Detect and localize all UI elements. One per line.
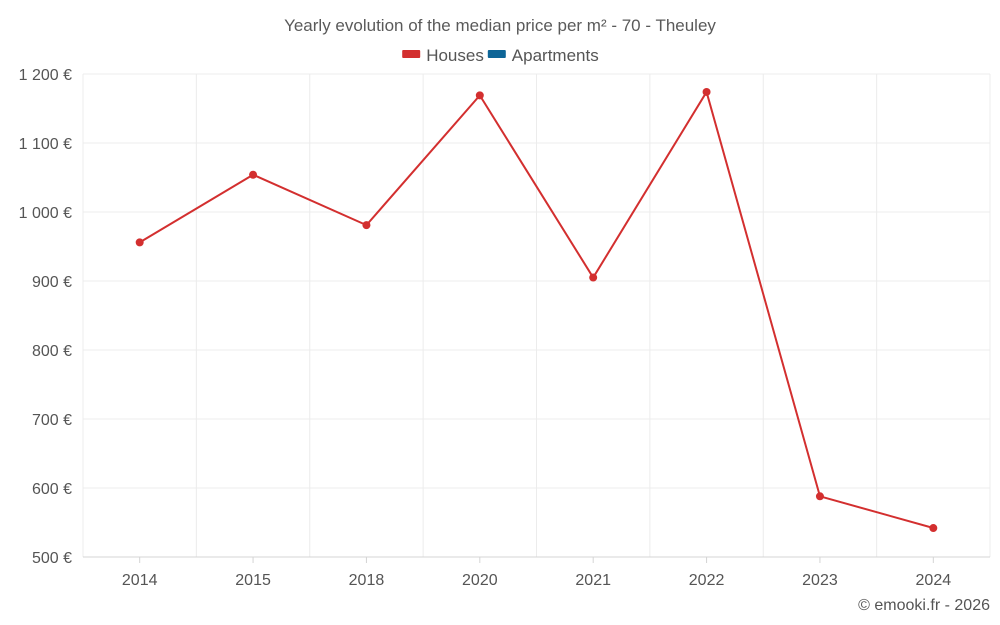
y-tick-label: 1 000 € [19,205,72,222]
y-tick-label: 700 € [32,412,72,429]
y-tick-label: 1 200 € [19,67,72,84]
data-point [702,87,711,96]
data-point [362,221,371,230]
data-point [475,91,484,100]
x-tick-label: 2022 [689,572,725,589]
y-tick-label: 900 € [32,274,72,291]
data-point [929,524,938,533]
x-tick-label: 2020 [462,572,498,589]
x-tick-label: 2023 [802,572,838,589]
x-tick-label: 2015 [235,572,271,589]
series-line-houses [139,90,934,529]
y-tick-label: 600 € [32,481,72,498]
y-axis: 500 € 600 € 700 € 800 € 900 € 1 000 € 1 100 € 1… [19,67,72,567]
y-tick-label: 1 100 € [19,136,72,153]
x-axis: 2014 2015 2018 2020 2021 2022 2023 2024 [83,556,990,589]
x-tick-label: 2021 [575,572,611,589]
grid [82,73,991,557]
data-point [815,492,824,501]
legend-label: Apartments [512,46,599,65]
legend: Houses Apartments [402,46,599,65]
legend-item-houses: Houses [402,46,484,65]
legend-swatch [487,50,506,58]
y-tick-label: 500 € [32,550,72,567]
legend-swatch [402,50,421,58]
chart-title: Yearly evolution of the median price per… [284,16,716,35]
legend-label: Houses [426,46,484,65]
x-tick-label: 2014 [122,572,158,589]
x-tick-label: 2024 [916,572,952,589]
data-point [135,238,144,247]
series-group [135,87,938,533]
legend-item-apartments: Apartments [487,46,599,65]
x-tick-label: 2018 [349,572,385,589]
credit-text: © emooki.fr - 2026 [858,597,990,614]
y-tick-label: 800 € [32,343,72,360]
data-point [249,170,258,179]
data-point [589,273,598,282]
